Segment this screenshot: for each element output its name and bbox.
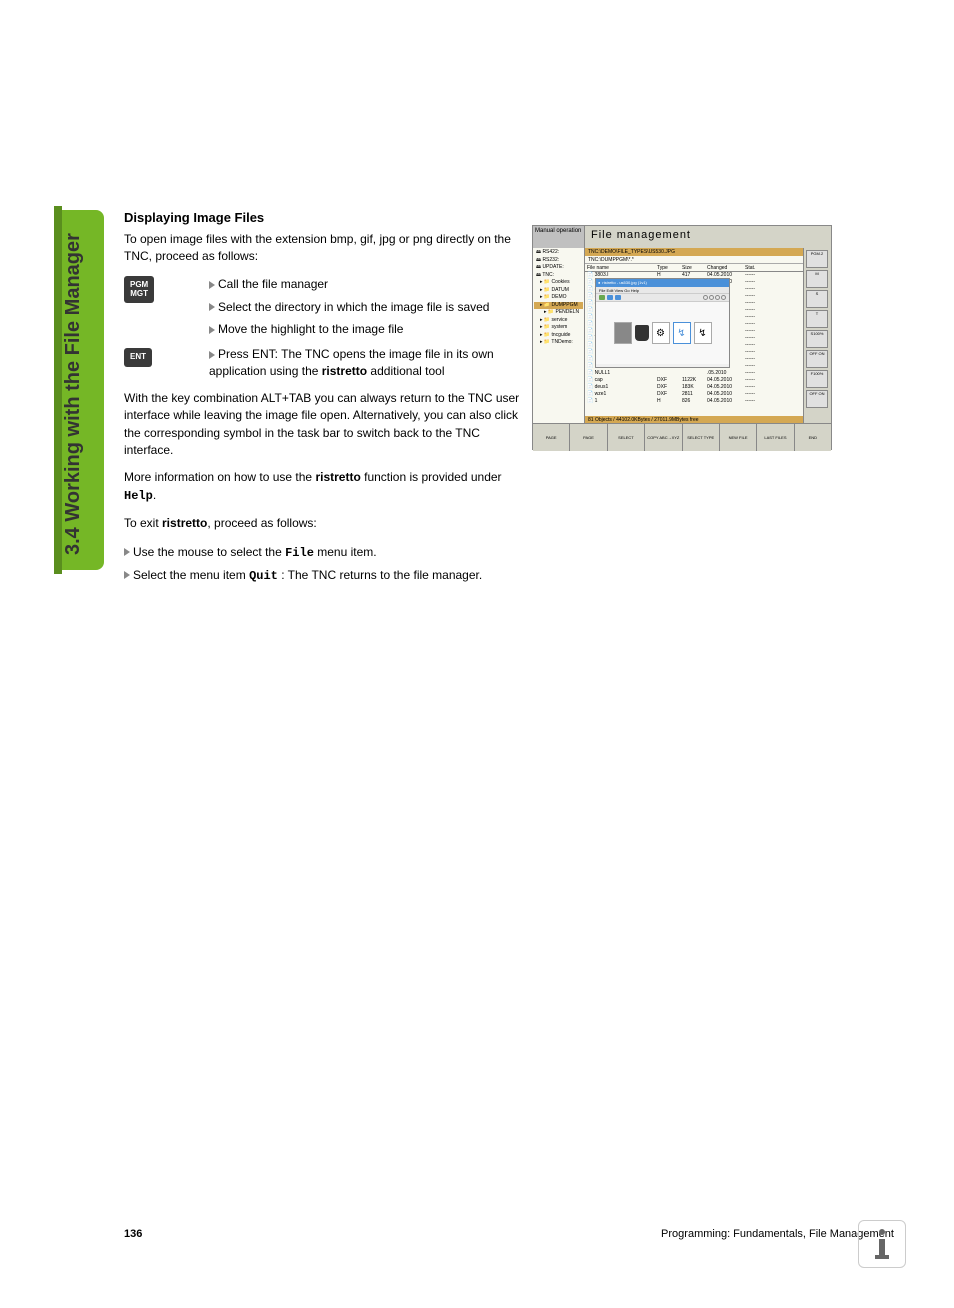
nav-prev-icon[interactable] xyxy=(599,295,605,300)
softkey-button[interactable]: END xyxy=(795,424,831,451)
file-list-header: File name Type Size Changed Stat. xyxy=(585,264,803,272)
screenshot-body: 🖴 RS422:🖴 RS232:🖴 UPDATE:🖴 TNC:▸ 📁 Cooki… xyxy=(533,248,831,423)
softkey-button[interactable]: LAST FILES xyxy=(757,424,794,451)
side-button[interactable]: OFF ON xyxy=(806,390,828,408)
tree-item[interactable]: ▸ 📁 DUMPPGM xyxy=(534,302,583,310)
tree-item[interactable]: 🖴 RS422: xyxy=(534,249,583,257)
tree-item[interactable]: ▸ 📁 service xyxy=(534,317,583,325)
window-title: File management xyxy=(585,226,831,248)
tree-item[interactable]: 🖴 UPDATE: xyxy=(534,264,583,272)
triangle-icon xyxy=(209,351,215,359)
tree-item[interactable]: ▸ 📁 system xyxy=(534,324,583,332)
tree-item[interactable]: ▸ 📁 TNDemo: xyxy=(534,339,583,347)
side-button[interactable]: S xyxy=(806,290,828,308)
section-title: 3.4 Working with the File Manager xyxy=(62,233,85,555)
softkey-bar: PAGEPAGESELECTCOPY ABC→XYZSELECT TYPENEW… xyxy=(533,423,831,451)
softkey-button[interactable]: COPY ABC→XYZ xyxy=(645,424,682,451)
file-row[interactable]: 📄 wze1DXF281104.05.2010------ xyxy=(585,391,803,398)
bullet-item: Select the menu item Quit : The TNC retu… xyxy=(124,566,524,585)
paragraph: To exit ristretto, proceed as follows: xyxy=(124,515,524,532)
side-button[interactable]: T xyxy=(806,310,828,328)
side-button[interactable]: F100% xyxy=(806,370,828,388)
paragraph: With the key combination ALT+TAB you can… xyxy=(124,390,524,460)
nav-back-icon[interactable] xyxy=(607,295,613,300)
bullet-item: Use the mouse to select the File menu it… xyxy=(124,543,524,562)
side-button[interactable]: M xyxy=(806,270,828,288)
page-footer: 136 Programming: Fundamentals, File Mana… xyxy=(124,1228,894,1240)
side-button[interactable]: PGM.2 xyxy=(806,250,828,268)
route66-image: ⚙ ↯ ↯ xyxy=(614,322,712,344)
paragraph: More information on how to use the ristr… xyxy=(124,469,524,505)
file-row[interactable]: 📄 capDXF1122K04.05.2010------ xyxy=(585,377,803,384)
step-row-1: PGMMGT Call the file manager Select the … xyxy=(124,276,524,338)
heading: Displaying Image Files xyxy=(124,210,524,225)
screenshot-header: Manual operation File management xyxy=(533,226,831,248)
triangle-icon xyxy=(209,326,215,334)
tree-item[interactable]: ▸ 📁 tncguide xyxy=(534,332,583,340)
softkey-button[interactable]: PAGE xyxy=(533,424,570,451)
file-row[interactable]: 📄 NULL1.05.2010------ xyxy=(585,370,803,377)
nav-fwd-icon[interactable] xyxy=(615,295,621,300)
zoom-in-icon[interactable] xyxy=(703,295,708,300)
ristretto-viewer[interactable]: ●ristretto - us530.jpg (1v1) File Edit V… xyxy=(595,278,730,368)
tree-item[interactable]: ▸ 📁 PENDELN xyxy=(534,309,583,317)
status-bar: 81 Objects / 44102.0KBytes / 27011.9MByt… xyxy=(585,416,803,423)
pgm-mgt-key: PGMMGT xyxy=(124,276,154,304)
step-text: Call the file manager Select the directo… xyxy=(209,276,524,338)
triangle-icon xyxy=(124,548,130,556)
triangle-icon xyxy=(209,281,215,289)
zoom-100-icon[interactable] xyxy=(721,295,726,300)
file-panel: TNC:\DEMO\FILE_TYPES\US530.JPG TNC:\DUMP… xyxy=(585,248,803,423)
info-icon xyxy=(858,1220,906,1268)
intro-text: To open image files with the extension b… xyxy=(124,231,524,266)
zoom-fit-icon[interactable] xyxy=(715,295,720,300)
tree-item[interactable]: 🖴 RS232: xyxy=(534,257,583,265)
side-button[interactable]: S100% xyxy=(806,330,828,348)
file-row[interactable]: 📄 deus1DXF183K04.05.2010------ xyxy=(585,384,803,391)
triangle-icon xyxy=(124,571,130,579)
ent-key: ENT xyxy=(124,348,152,367)
path-bar: TNC:\DEMO\FILE_TYPES\US530.JPG xyxy=(585,248,803,256)
viewer-image-area: ⚙ ↯ ↯ xyxy=(596,302,729,364)
tree-item[interactable]: ▸ 📁 DEMO xyxy=(534,294,583,302)
file-row[interactable]: 📄 1H82604.05.2010------ xyxy=(585,398,803,405)
side-button[interactable]: OFF ON xyxy=(806,350,828,368)
triangle-icon xyxy=(209,303,215,311)
softkey-button[interactable]: PAGE xyxy=(570,424,607,451)
tree-item[interactable]: 🖴 TNC: xyxy=(534,272,583,280)
zoom-out-icon[interactable] xyxy=(709,295,714,300)
breadcrumb: TNC:\DUMPPGM\*.* xyxy=(585,256,803,264)
key-column: PGMMGT xyxy=(124,276,209,304)
tree-item[interactable]: ▸ 📁 Cookies xyxy=(534,279,583,287)
tnc-screenshot: Manual operation File management 🖴 RS422… xyxy=(532,225,832,450)
viewer-menu[interactable]: File Edit View Go Help xyxy=(596,287,729,294)
zoom-controls xyxy=(703,295,726,300)
softkey-button[interactable]: NEW FILE xyxy=(720,424,757,451)
viewer-toolbar[interactable] xyxy=(596,294,729,302)
page-number: 136 xyxy=(124,1228,142,1240)
directory-tree[interactable]: 🖴 RS422:🖴 RS232:🖴 UPDATE:🖴 TNC:▸ 📁 Cooki… xyxy=(533,248,585,423)
softkey-button[interactable]: SELECT TYPE xyxy=(683,424,720,451)
key-column: ENT xyxy=(124,346,209,367)
step-row-2: ENT Press ENT: The TNC opens the image f… xyxy=(124,346,524,380)
tree-item[interactable]: ▸ 📁 DATUM xyxy=(534,287,583,295)
right-panel: PGM.2 MST S100% OFF ON F100% OFF ON xyxy=(803,248,831,423)
step-text: Press ENT: The TNC opens the image file … xyxy=(209,346,524,380)
softkey-button[interactable]: SELECT xyxy=(608,424,645,451)
mode-label: Manual operation xyxy=(533,226,585,248)
main-content: Displaying Image Files To open image fil… xyxy=(124,210,524,589)
viewer-titlebar: ●ristretto - us530.jpg (1v1) xyxy=(596,279,729,287)
